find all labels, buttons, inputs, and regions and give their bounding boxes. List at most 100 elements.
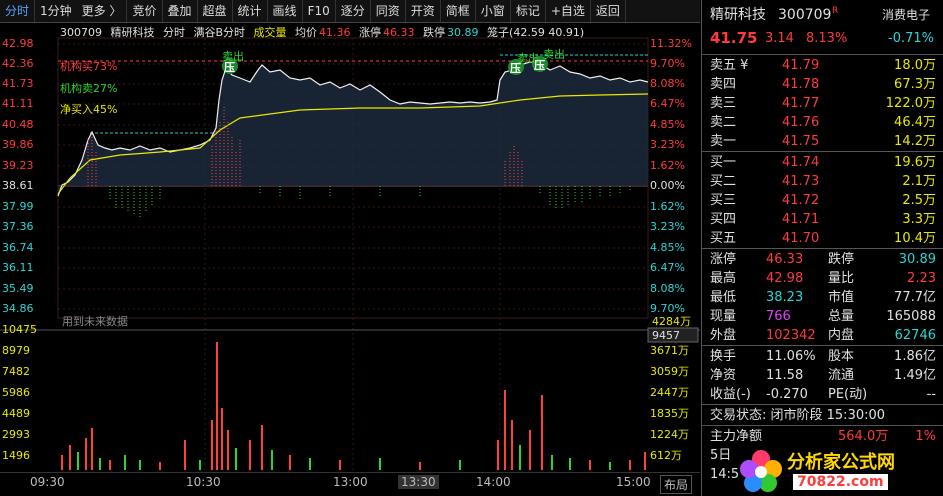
bid-label: 买二 [710,174,737,189]
bid-vol: 2.1万 [902,174,936,189]
tab-f10[interactable]: F10 [303,0,336,22]
ask-label: 卖五 ¥ [710,58,749,73]
press-icon: 压 [510,62,521,75]
price-tick: 39.86 [2,138,34,151]
ask-label: 卖二 [710,115,737,130]
ask-price: 41.78 [782,77,820,92]
pct-tick: 11.32% [650,37,692,50]
press-icon: 压 [224,61,235,74]
stat-value: 62746 [894,328,936,343]
ask-vol: 67.3万 [894,77,936,92]
info-name: 精研科技 [110,26,155,39]
stat-label: 涨停 [710,252,737,267]
flower-logo-icon [740,450,782,492]
stat-value: 46.33 [766,252,804,267]
pct-tick: 3.23% [650,138,685,151]
price-tick: 42.98 [2,37,34,50]
intraday-chart[interactable] [0,22,700,472]
tab-auction[interactable]: 竞价 [127,0,163,22]
stat-label: 流通 [828,368,855,383]
price-tick: 36.74 [2,241,34,254]
stat-value: 77.7亿 [894,290,936,305]
ask-price: 41.75 [782,134,820,149]
quote-pct: 8.13% [806,31,848,46]
price-tick: 34.86 [2,302,34,315]
vol-tick: 5986 [2,386,30,399]
ask-price: 41.79 [782,58,820,73]
pct-tick: 9.70% [650,302,685,315]
trade-state: 交易状态: 闭市阶段 15:30:00 [710,408,886,423]
legend-inst-sell: 机构卖27% [60,82,118,95]
tab-back[interactable]: 返回 [591,0,626,22]
vol-tick-right: 2447万 [650,386,689,399]
stat-label: 最低 [710,290,737,305]
sell-marker-1: 卖出 [222,50,244,63]
stat-label: 跌停 [828,252,855,267]
time-tick: 10:30 [186,475,221,489]
tab-simple-frame[interactable]: 简框 [441,0,476,22]
tab-same-fund[interactable]: 同资 [371,0,406,22]
sector-name[interactable]: 消费电子 [882,8,931,22]
tab-more[interactable]: 更多 〉 [77,0,128,22]
tab-overlay[interactable]: 叠加 [163,0,198,22]
info-code: 300709 [60,26,102,39]
tab-timeshare[interactable]: 分时 [0,0,36,22]
ask-label: 卖四 [710,77,737,92]
stat-label: 市值 [828,290,855,305]
press-icon: 压 [534,59,545,72]
vol-tick-right: 3059万 [650,365,689,378]
info-indicator[interactable]: 满谷B分时 [193,26,246,39]
chart-info-bar: 300709 精研科技 分时 满谷B分时 成交量 均价 41.36 涨停 46.33… [60,24,640,40]
stat-value: -0.270 [766,387,808,402]
vol-tick: 8979 [2,344,30,357]
main-net-pct: 1% [915,429,936,444]
price-tick: 42.36 [2,57,34,70]
info-mode: 分时 [163,26,185,39]
vol-tick-right: 4284万 [652,315,691,328]
layout-button[interactable]: 布局 [660,475,693,494]
tab-mark[interactable]: 标记 [511,0,546,22]
sector-pct: -0.71% [888,31,934,46]
tab-1min[interactable]: 1分钟 [40,4,72,18]
sell-marker-2: 卖出 [517,52,539,65]
vol-tick-right: 3671万 [650,344,689,357]
pct-tick: 9.70% [650,57,685,70]
stat-label: 最高 [710,271,737,286]
stat-label: 净资 [710,368,737,383]
tab-open-fund[interactable]: 开资 [406,0,441,22]
tab-small-window[interactable]: 小窗 [476,0,511,22]
price-tick: 37.36 [2,220,34,233]
ask-price: 41.77 [782,96,820,111]
vol-tick-right: 1224万 [650,428,689,441]
tab-add-watchlist[interactable]: +自选 [546,0,591,22]
legend-net-buy: 净买入45% [60,103,118,116]
pct-tick: 4.85% [650,118,685,131]
bid-vol: 3.3万 [902,212,936,227]
vol-tick: 4489 [2,407,30,420]
tab-by-minute[interactable]: 逐分 [336,0,371,22]
bid-vol: 10.4万 [894,231,936,246]
price-tick: 41.73 [2,77,34,90]
tab-draw[interactable]: 画线 [268,0,303,22]
tab-stats[interactable]: 统计 [233,0,268,22]
pct-tick: 0.00% [650,179,685,192]
bid-price: 41.74 [782,155,820,170]
quote-code: 300709 [778,7,832,23]
pct-tick: 4.85% [650,241,685,254]
legend-inst-buy: 机构买73% [60,60,118,73]
time-axis: 09:30 10:30 13:00 13:30 14:00 15:00 布局 [0,472,700,495]
vol-tick: 2993 [2,428,30,441]
site-logo: 分析家公式网 70822.com [735,446,943,496]
stat-value: 165088 [886,309,936,324]
quote-name: 精研科技 [710,7,766,23]
sell-marker-3: 卖出 [543,48,565,61]
quote-price: 41.75 [710,29,758,47]
stat-value: 11.06% [766,349,816,364]
time-tick: 15:00 [616,475,651,489]
price-tick: 40.48 [2,118,34,131]
vol-tick-right: 1835万 [650,407,689,420]
tab-superdisk[interactable]: 超盘 [198,0,233,22]
pct-tick: 6.47% [650,97,685,110]
future-data-note: 用到未来数据 [62,315,128,328]
stat-value: 1.86亿 [894,349,936,364]
